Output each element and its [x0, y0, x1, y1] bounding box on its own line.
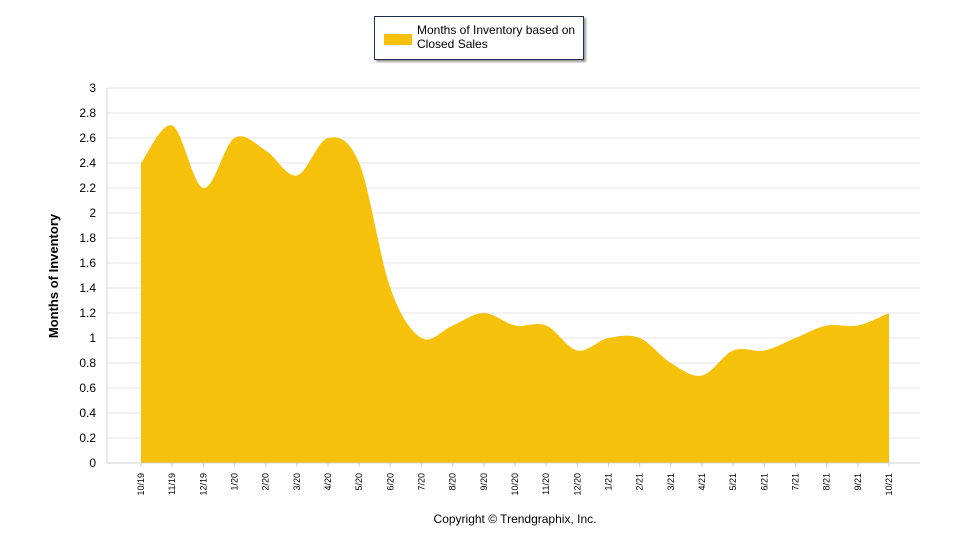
legend-label: Months of Inventory based on Closed Sale…	[417, 23, 576, 51]
x-tick-label: 7/21	[791, 473, 801, 491]
x-tick-label: 5/20	[354, 473, 364, 491]
x-tick-label: 2/21	[635, 473, 645, 491]
y-tick-label: 2	[89, 206, 96, 220]
y-tick-label: 0	[89, 456, 96, 470]
x-tick-label: 3/21	[666, 473, 676, 491]
x-tick-label: 3/20	[292, 473, 302, 491]
x-tick-label: 12/20	[572, 473, 582, 496]
x-tick-label: 2/20	[261, 473, 271, 491]
legend-swatch	[384, 34, 412, 45]
y-tick-label: 1	[89, 331, 96, 345]
x-tick-label: 7/20	[417, 473, 427, 491]
x-tick-label: 10/21	[884, 473, 894, 496]
x-tick-label: 8/21	[822, 473, 832, 491]
y-axis-label: Months of Inventory	[46, 213, 61, 338]
y-tick-label: 0.8	[79, 356, 96, 370]
x-tick-label: 10/19	[136, 473, 146, 496]
series-area	[141, 125, 889, 463]
x-tick-label: 1/21	[604, 473, 614, 491]
x-tick-labels: 10/19 11/19 12/19 1/20 2/20 3/20 4/20 5/20 6/20 7…	[136, 463, 894, 496]
y-tick-label: 2.4	[79, 156, 96, 170]
x-tick-label: 12/19	[198, 473, 208, 496]
x-tick-label: 6/21	[759, 473, 769, 491]
x-tick-label: 9/20	[479, 473, 489, 491]
x-tick-label: 1/20	[230, 473, 240, 491]
y-tick-label: 2.6	[79, 131, 96, 145]
x-tick-label: 11/19	[167, 473, 177, 495]
y-tick-label: 0.4	[79, 406, 96, 420]
x-tick-label: 4/21	[697, 473, 707, 491]
y-tick-label: 0.2	[79, 431, 96, 445]
x-tick-label: 11/20	[541, 473, 551, 495]
x-tick-label: 9/21	[853, 473, 863, 491]
y-tick-labels: 0 0.2 0.4 0.6 0.8 1 1.2 1.4 1.6 1.8 2 2.2 2.4 2.6 2.8 3	[79, 81, 96, 470]
copyright-text: Copyright © Trendgraphix, Inc.	[433, 512, 597, 526]
x-tick-label: 8/20	[448, 473, 458, 491]
y-tick-label: 1.8	[79, 231, 96, 245]
x-tick-label: 5/21	[728, 473, 738, 491]
y-tick-label: 0.6	[79, 381, 96, 395]
x-tick-label: 4/20	[323, 473, 333, 491]
y-tick-label: 3	[89, 81, 96, 95]
y-tick-label: 1.6	[79, 256, 96, 270]
y-tick-label: 2.2	[79, 181, 96, 195]
y-tick-label: 1.2	[79, 306, 96, 320]
y-tick-label: 1.4	[79, 281, 96, 295]
legend: Months of Inventory based on Closed Sale…	[374, 16, 584, 60]
x-tick-label: 10/20	[510, 473, 520, 496]
y-tick-label: 2.8	[79, 106, 96, 120]
x-tick-label: 6/20	[385, 473, 395, 491]
